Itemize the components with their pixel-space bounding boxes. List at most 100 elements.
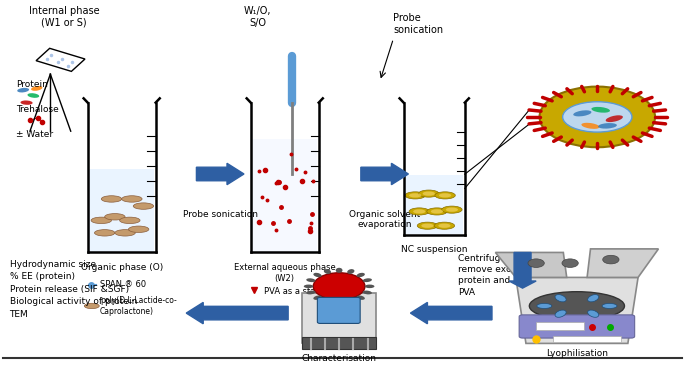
FancyBboxPatch shape [519,315,635,338]
Text: Organic solvent
evaporation: Organic solvent evaporation [349,210,421,229]
Ellipse shape [357,295,365,300]
Ellipse shape [555,310,566,317]
FancyBboxPatch shape [536,322,584,330]
Circle shape [313,273,365,300]
Ellipse shape [27,93,40,98]
Ellipse shape [439,193,451,197]
Ellipse shape [363,291,372,294]
FancyArrow shape [509,252,536,288]
Ellipse shape [17,88,29,92]
Text: Characterisation: Characterisation [301,354,377,363]
FancyArrow shape [410,302,492,324]
Circle shape [603,255,619,264]
Ellipse shape [133,203,153,209]
Text: SPAN ® 60: SPAN ® 60 [100,280,146,289]
Ellipse shape [413,209,425,214]
Text: NC suspension: NC suspension [401,245,467,254]
Ellipse shape [431,209,443,214]
Ellipse shape [365,284,375,288]
Ellipse shape [21,100,32,105]
Circle shape [528,259,545,268]
Text: Trehalose: Trehalose [16,105,59,114]
Polygon shape [36,48,85,71]
Ellipse shape [91,217,112,224]
Text: Centrifuge to
remove excess
protein and
PVA: Centrifuge to remove excess protein and … [458,254,526,297]
Ellipse shape [409,208,429,215]
Ellipse shape [324,299,331,304]
Ellipse shape [562,102,632,132]
FancyBboxPatch shape [553,336,621,342]
Ellipse shape [530,292,625,320]
Ellipse shape [120,217,140,224]
Text: Protein: Protein [16,80,48,89]
FancyBboxPatch shape [405,175,464,234]
Ellipse shape [347,269,354,274]
Ellipse shape [423,192,435,196]
Polygon shape [587,249,658,277]
Ellipse shape [347,299,354,304]
Polygon shape [495,252,566,277]
FancyArrow shape [197,163,244,185]
Ellipse shape [438,224,451,228]
Ellipse shape [357,273,365,277]
Ellipse shape [31,86,43,91]
Polygon shape [516,277,638,344]
Ellipse shape [419,190,439,197]
Ellipse shape [129,226,149,232]
Ellipse shape [313,273,322,277]
Ellipse shape [105,214,125,220]
Ellipse shape [95,230,115,236]
Text: PVA as a stabilizer: PVA as a stabilizer [264,287,341,296]
Ellipse shape [313,295,322,300]
Text: Organic phase (O): Organic phase (O) [81,263,163,272]
Text: Internal phase
(W1 or S): Internal phase (W1 or S) [29,6,99,28]
Text: Probe sonication: Probe sonication [183,210,258,219]
Text: Probe
sonication: Probe sonication [393,14,444,35]
Ellipse shape [417,222,438,229]
Ellipse shape [122,196,142,202]
Ellipse shape [555,295,566,302]
Ellipse shape [306,291,315,294]
Text: Hydrodynamic size
% EE (protein)
Protein release (SIF &SGF)
Biological activity : Hydrodynamic size % EE (protein) Protein… [10,259,137,319]
FancyArrow shape [361,163,408,185]
Ellipse shape [435,192,456,199]
Ellipse shape [405,192,425,199]
FancyBboxPatch shape [301,337,377,349]
FancyBboxPatch shape [317,297,360,323]
FancyBboxPatch shape [89,169,154,252]
Circle shape [562,259,578,268]
Circle shape [540,87,655,147]
Ellipse shape [363,278,372,282]
Ellipse shape [591,107,610,113]
Ellipse shape [303,284,313,288]
Text: poly(D,L-Lactide-co-
Caprolactone): poly(D,L-Lactide-co- Caprolactone) [100,296,177,316]
Ellipse shape [336,268,342,273]
Ellipse shape [427,208,447,215]
Ellipse shape [306,278,315,282]
Ellipse shape [598,123,617,128]
Ellipse shape [582,123,599,129]
Ellipse shape [336,300,342,305]
Ellipse shape [115,230,135,236]
Ellipse shape [434,222,455,229]
FancyBboxPatch shape [252,139,317,252]
Text: ± Water: ± Water [16,130,53,139]
FancyBboxPatch shape [301,294,377,344]
Ellipse shape [588,295,599,302]
Ellipse shape [537,304,552,308]
Ellipse shape [409,193,421,197]
Ellipse shape [446,207,458,212]
Ellipse shape [606,115,623,122]
Ellipse shape [101,196,122,202]
Ellipse shape [573,110,591,116]
Ellipse shape [324,269,331,274]
Ellipse shape [84,303,99,309]
Text: External aqueous phase
(W2): External aqueous phase (W2) [234,263,336,283]
Ellipse shape [421,224,434,228]
Ellipse shape [588,310,599,317]
Ellipse shape [602,304,617,308]
Text: W₁/O,
S/O: W₁/O, S/O [244,6,271,28]
FancyArrow shape [186,302,288,324]
Text: Lyophilisation: Lyophilisation [546,349,608,358]
Ellipse shape [442,206,462,213]
